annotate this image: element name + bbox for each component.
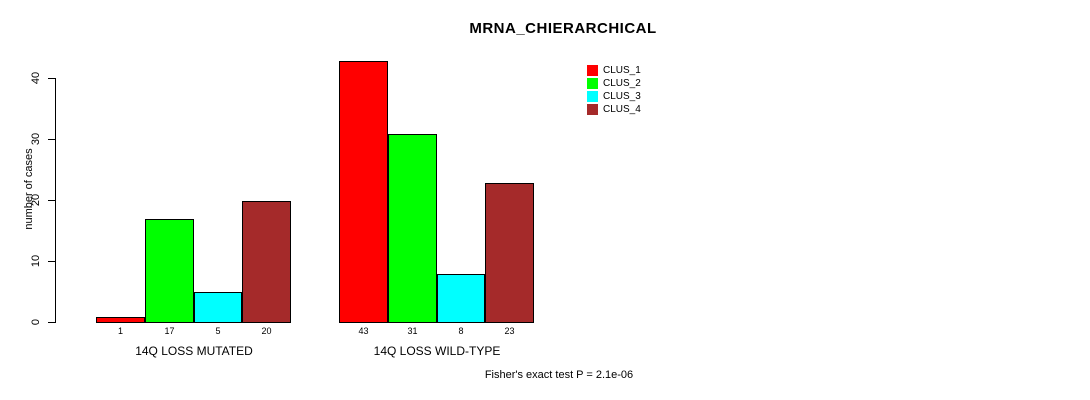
bar-value-label: 23 xyxy=(504,326,515,336)
group-label: 14Q LOSS WILD-TYPE xyxy=(373,344,501,358)
bar-value-label: 31 xyxy=(407,326,418,336)
legend-swatch-icon xyxy=(587,65,598,76)
legend: CLUS_1 CLUS_2 CLUS_3 CLUS_4 xyxy=(587,64,641,116)
legend-swatch-icon xyxy=(587,78,598,89)
footnote-text: Fisher's exact test P = 2.1e-06 xyxy=(484,369,634,381)
legend-item: CLUS_4 xyxy=(587,103,641,116)
bar-clus_1 xyxy=(339,61,388,323)
legend-label: CLUS_2 xyxy=(603,78,641,89)
y-axis-line xyxy=(55,78,56,323)
legend-label: CLUS_1 xyxy=(603,65,641,76)
y-axis-tick-label: 40 xyxy=(30,71,42,85)
legend-item: CLUS_1 xyxy=(587,64,641,77)
y-axis-tick-label: 10 xyxy=(30,254,42,268)
bar-clus_3 xyxy=(194,292,242,323)
y-axis-tick-label: 0 xyxy=(30,318,42,326)
y-axis-tick xyxy=(48,261,55,262)
legend-swatch-icon xyxy=(587,104,598,115)
bar-clus_1 xyxy=(96,317,145,323)
bar-clus_4 xyxy=(242,201,291,323)
bar-clus_3 xyxy=(437,274,485,323)
y-axis-tick xyxy=(48,200,55,201)
bar-value-label: 1 xyxy=(117,326,123,336)
legend-label: CLUS_4 xyxy=(603,104,641,115)
bar-value-label: 20 xyxy=(261,326,272,336)
y-axis-tick xyxy=(48,322,55,323)
bar-value-label: 17 xyxy=(164,326,175,336)
legend-swatch-icon xyxy=(587,91,598,102)
bar-clus_2 xyxy=(388,134,437,323)
bar-value-label: 43 xyxy=(358,326,369,336)
legend-item: CLUS_2 xyxy=(587,77,641,90)
bar-clus_4 xyxy=(485,183,534,323)
y-axis-tick-label: 20 xyxy=(30,193,42,207)
bar-value-label: 5 xyxy=(215,326,221,336)
y-axis-tick xyxy=(48,139,55,140)
bar-clus_2 xyxy=(145,219,194,323)
legend-label: CLUS_3 xyxy=(603,91,641,102)
y-axis-tick xyxy=(48,78,55,79)
group-label: 14Q LOSS MUTATED xyxy=(135,344,253,358)
legend-item: CLUS_3 xyxy=(587,90,641,103)
y-axis-tick-label: 30 xyxy=(30,132,42,146)
chart-title: MRNA_CHIERARCHICAL xyxy=(469,20,657,37)
bar-value-label: 8 xyxy=(458,326,464,336)
